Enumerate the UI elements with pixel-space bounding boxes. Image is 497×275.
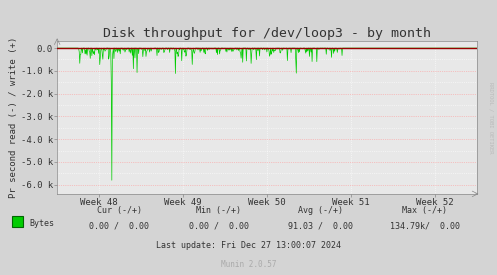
Text: 91.03 /  0.00: 91.03 / 0.00 xyxy=(288,222,353,231)
Text: Min (-/+): Min (-/+) xyxy=(196,206,241,215)
Title: Disk throughput for /dev/loop3 - by month: Disk throughput for /dev/loop3 - by mont… xyxy=(103,27,431,40)
Text: Munin 2.0.57: Munin 2.0.57 xyxy=(221,260,276,269)
Text: Last update: Fri Dec 27 13:00:07 2024: Last update: Fri Dec 27 13:00:07 2024 xyxy=(156,241,341,250)
Text: Bytes: Bytes xyxy=(29,219,54,228)
Text: Cur (-/+): Cur (-/+) xyxy=(97,206,142,215)
Text: 134.79k/  0.00: 134.79k/ 0.00 xyxy=(390,222,460,231)
Text: Avg (-/+): Avg (-/+) xyxy=(298,206,343,215)
Text: 0.00 /  0.00: 0.00 / 0.00 xyxy=(89,222,149,231)
Y-axis label: Pr second read (-) / write (+): Pr second read (-) / write (+) xyxy=(9,37,18,198)
Text: RRDTOOL / TOBI OETIKER: RRDTOOL / TOBI OETIKER xyxy=(488,82,493,154)
Text: Max (-/+): Max (-/+) xyxy=(403,206,447,215)
Text: 0.00 /  0.00: 0.00 / 0.00 xyxy=(189,222,248,231)
